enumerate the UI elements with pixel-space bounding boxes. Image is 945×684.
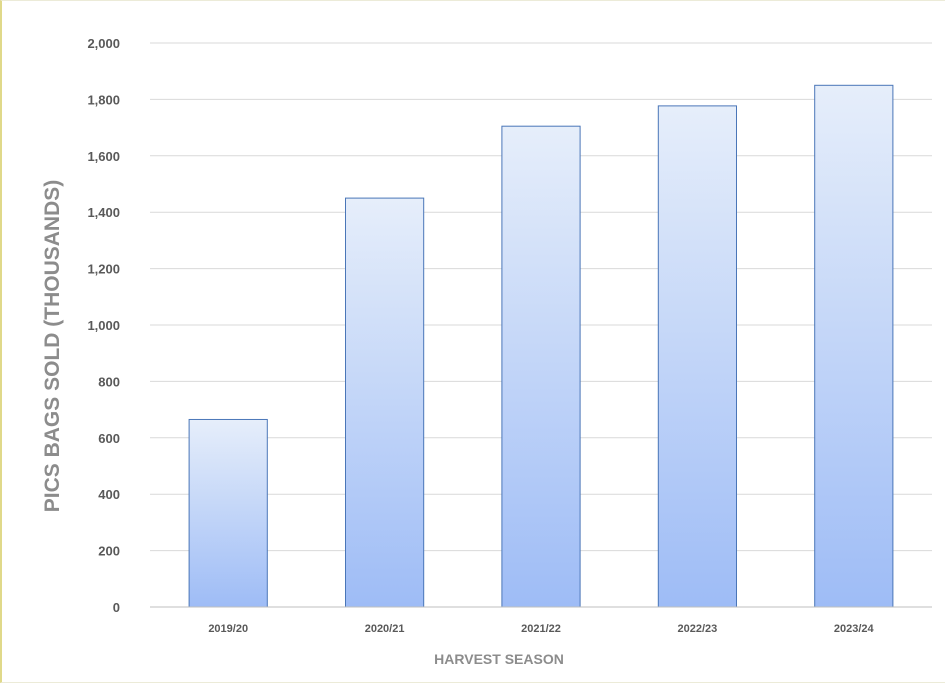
bar — [188, 418, 268, 608]
y-tick-label: 400 — [98, 487, 120, 502]
bars — [188, 84, 894, 608]
bar — [345, 197, 425, 608]
y-axis-title: PICS BAGS SOLD (THOUSANDS) — [41, 180, 64, 513]
y-tick-label: 200 — [98, 544, 120, 559]
y-tick-label: 600 — [98, 431, 120, 446]
bar — [814, 84, 894, 608]
x-axis-title: HARVEST SEASON — [434, 651, 564, 667]
x-tick-label: 2020/21 — [365, 623, 405, 635]
bar — [501, 125, 581, 608]
y-axis-ticks: 0 200 400 600 800 1,000 1,200 1,400 1,600 1,800 2,… — [87, 36, 120, 615]
y-tick-label: 2,000 — [87, 36, 120, 51]
y-tick-label: 1,000 — [87, 318, 120, 333]
x-tick-label: 2022/23 — [678, 623, 718, 635]
x-tick-label: 2023/24 — [834, 623, 875, 635]
y-tick-label: 1,800 — [87, 92, 120, 107]
y-tick-label: 1,600 — [87, 149, 120, 164]
x-tick-label: 2019/20 — [208, 623, 248, 635]
bar — [657, 105, 737, 608]
y-tick-label: 800 — [98, 374, 120, 389]
x-axis-ticks: 2019/20 2020/21 2021/22 2022/23 2023/24 — [208, 623, 874, 635]
y-tick-label: 0 — [113, 600, 120, 615]
y-tick-label: 1,200 — [87, 262, 120, 277]
x-tick-label: 2021/22 — [521, 623, 561, 635]
y-tick-label: 1,400 — [87, 205, 120, 220]
